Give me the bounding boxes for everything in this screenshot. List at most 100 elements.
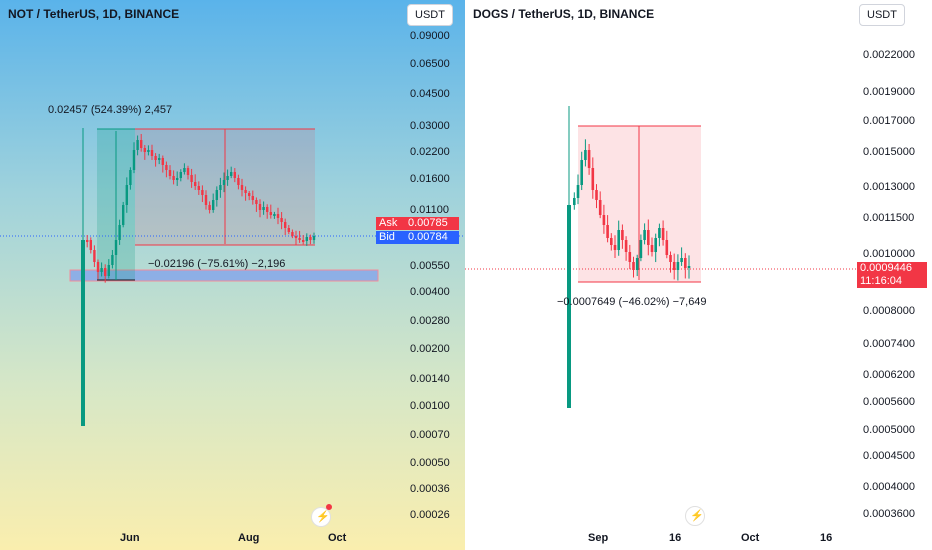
candle xyxy=(280,218,283,222)
candle xyxy=(89,240,92,250)
candle xyxy=(230,172,233,176)
candle xyxy=(635,258,639,270)
y-tick-label: 0.0022000 xyxy=(863,49,915,61)
candle xyxy=(273,214,276,216)
candle xyxy=(215,190,218,200)
x-tick-label: Sep xyxy=(588,532,609,544)
candle xyxy=(632,262,635,270)
ask-tag-label: Ask xyxy=(376,217,406,230)
not-chart-panel[interactable]: NOT / TetherUS, 1D, BINANCE USDT 0.09000… xyxy=(0,0,465,550)
candle xyxy=(240,185,244,190)
y-tick-label: 0.0004000 xyxy=(863,481,915,493)
candle xyxy=(291,232,294,236)
y-tick-label: 0.00070 xyxy=(410,429,450,441)
candle xyxy=(266,207,269,212)
candle xyxy=(165,165,168,170)
dogs-chart-title: DOGS / TetherUS, 1D, BINANCE xyxy=(473,7,655,21)
candle xyxy=(269,212,272,215)
candle xyxy=(154,156,157,160)
candle xyxy=(161,158,164,165)
y-tick-label: 0.0013000 xyxy=(863,181,915,193)
y-tick-label: 0.00140 xyxy=(410,373,450,385)
y-tick-label: 0.04500 xyxy=(410,88,450,100)
notification-dot-icon xyxy=(326,504,332,510)
candle xyxy=(176,178,179,180)
candle xyxy=(580,160,583,185)
candle xyxy=(172,176,175,180)
candle xyxy=(567,205,571,408)
candle xyxy=(179,172,182,178)
candle xyxy=(312,236,316,240)
candle xyxy=(233,172,236,178)
y-tick-label: 0.00026 xyxy=(410,509,450,521)
bid-tag-label: Bid xyxy=(376,231,406,244)
candle xyxy=(114,240,118,255)
candle xyxy=(573,198,576,205)
candle xyxy=(595,190,598,200)
x-tick-label: Oct xyxy=(741,532,760,544)
not-currency-button[interactable]: USDT xyxy=(407,4,453,26)
y-tick-label: 0.0008000 xyxy=(863,305,915,317)
candle xyxy=(168,170,172,176)
candle xyxy=(248,193,251,196)
candle xyxy=(628,252,632,262)
candle xyxy=(643,230,646,240)
y-tick-label: 0.00280 xyxy=(410,315,450,327)
candle xyxy=(298,238,301,240)
candle xyxy=(96,262,100,272)
tradingview-logo-icon[interactable] xyxy=(685,506,705,526)
x-tick-label: Jun xyxy=(120,532,140,544)
y-tick-label: 0.00550 xyxy=(410,260,450,272)
support-zone xyxy=(69,269,379,282)
y-tick-label: 0.06500 xyxy=(410,58,450,70)
candle xyxy=(680,258,683,262)
candle xyxy=(647,230,650,245)
measure-down-label: −0.0007649 (−46.02%) −7,649 xyxy=(557,296,707,308)
candle xyxy=(100,268,103,272)
candle xyxy=(136,140,139,150)
y-tick-label: 0.0006200 xyxy=(863,369,915,381)
countdown-tag: 11:16:04 xyxy=(857,275,927,288)
x-tick-label: Aug xyxy=(238,532,260,544)
candle xyxy=(654,238,657,252)
candle xyxy=(676,262,680,270)
candle xyxy=(598,200,602,215)
y-tick-label: 0.0005600 xyxy=(863,396,915,408)
candle xyxy=(617,230,620,250)
dogs-chart-panel[interactable]: DOGS / TetherUS, 1D, BINANCE USDT 0.0022… xyxy=(465,0,932,550)
candle xyxy=(672,262,676,270)
candle xyxy=(287,228,290,232)
candle xyxy=(125,185,128,205)
candle xyxy=(613,245,617,250)
candle xyxy=(576,185,580,198)
dogs-currency-button[interactable]: USDT xyxy=(859,4,905,26)
x-tick-label: 16 xyxy=(669,532,682,544)
y-tick-label: 0.03000 xyxy=(410,120,450,132)
candle xyxy=(284,222,287,228)
candle xyxy=(129,170,132,185)
candle xyxy=(650,245,654,252)
y-tick-label: 0.00036 xyxy=(410,483,450,495)
candle xyxy=(222,180,226,185)
candle xyxy=(93,250,96,262)
candle xyxy=(201,190,204,195)
candle xyxy=(197,186,200,190)
y-tick-label: 0.0015000 xyxy=(863,146,915,158)
tradingview-logo-icon[interactable] xyxy=(311,507,331,527)
y-tick-label: 0.0007400 xyxy=(863,338,915,350)
not-chart-canvas[interactable] xyxy=(0,0,465,550)
candle xyxy=(237,178,240,185)
candle xyxy=(81,240,85,426)
candle xyxy=(194,182,197,186)
candle xyxy=(658,228,661,238)
y-tick-label: 0.0011500 xyxy=(863,212,915,224)
candle xyxy=(183,168,186,172)
candle xyxy=(86,240,89,242)
candle xyxy=(602,215,606,225)
dogs-chart-canvas[interactable] xyxy=(465,0,932,550)
candle xyxy=(158,158,161,160)
measure-up-label: 0.02457 (524.39%) 2,457 xyxy=(48,104,173,116)
candle xyxy=(186,168,190,175)
candle xyxy=(684,258,687,268)
y-tick-label: 0.02200 xyxy=(410,146,450,158)
